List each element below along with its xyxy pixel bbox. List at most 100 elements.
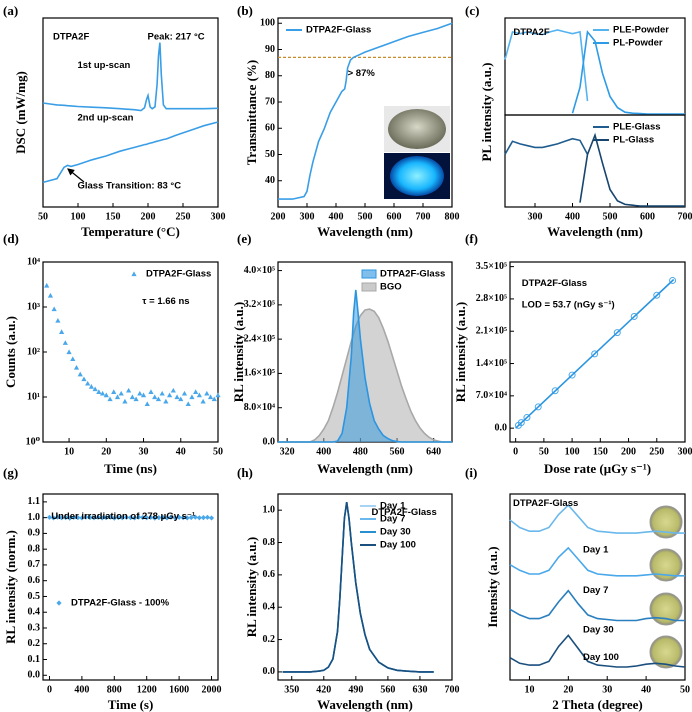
y-tick-label: 3.5×10⁵: [476, 261, 507, 272]
y-tick-label: 0.8: [28, 543, 41, 554]
marker: [144, 401, 150, 407]
marker: [59, 329, 65, 334]
x-tick-label: 200: [271, 211, 286, 222]
legend-label: DTPA2F-Glass: [380, 269, 445, 280]
marker: [188, 514, 194, 521]
marker: [613, 329, 621, 337]
y-tick-label: 0.7: [28, 559, 41, 570]
x-tick-label: 400: [74, 684, 89, 695]
y-tick-label: 2.1×10⁵: [476, 326, 507, 337]
legend-label: DTPA2F-Glass: [146, 269, 211, 280]
x-axis-label: Wavelength (nm): [547, 224, 643, 239]
x-axis-label: 2 Theta (degree): [552, 697, 643, 712]
line: [509, 589, 685, 622]
marker: [103, 392, 109, 398]
line: [282, 501, 434, 673]
x-tick-label: 0: [47, 684, 52, 695]
plot-frame: [42, 493, 219, 681]
line: [509, 504, 685, 534]
marker: [70, 356, 76, 362]
y-tick-label: 0.2: [28, 638, 41, 649]
legend-label: PL-Powder: [613, 38, 663, 49]
x-tick-label: 200: [141, 211, 156, 222]
x-tick-label: 300: [678, 446, 692, 457]
panel-label: (g): [3, 465, 18, 480]
marker: [181, 390, 188, 396]
x-tick-label: 100: [565, 446, 580, 457]
marker: [168, 514, 174, 520]
marker: [152, 515, 158, 521]
y-axis-label: RL intensity (norm.): [3, 530, 18, 644]
line: [579, 132, 685, 207]
marker: [669, 276, 677, 284]
annotation: Peak: 217 °C: [148, 31, 205, 42]
x-tick-label: 560: [380, 684, 395, 695]
marker: [51, 306, 57, 312]
y-tick-label: 1.0: [263, 504, 276, 515]
legend-swatch: [361, 269, 377, 279]
x-tick-label: 400: [565, 211, 580, 222]
y-tick-label: 50: [265, 149, 275, 160]
marker: [111, 515, 117, 521]
plot-frame: [277, 493, 453, 681]
x-axis-label: Wavelength (nm): [317, 697, 413, 712]
x-tick-label: 0: [513, 446, 518, 457]
marker: [103, 515, 109, 521]
marker: [156, 515, 162, 521]
area-outline: [278, 289, 452, 443]
y-tick-label: 0.0: [495, 422, 508, 433]
y-axis-label: Intensity (a.u.): [485, 546, 500, 627]
x-tick-label: 20: [563, 684, 573, 695]
y-tick-label: 4.0×10⁵: [244, 265, 275, 276]
x-tick-label: 50: [213, 446, 223, 457]
marker: [46, 514, 53, 520]
marker: [75, 515, 81, 521]
x-tick-label: 400: [329, 211, 344, 222]
marker: [140, 514, 146, 521]
marker: [185, 401, 191, 407]
y-tick-label: 0.4: [28, 607, 41, 618]
legend-label: PLE-Powder: [613, 25, 669, 36]
marker: [77, 371, 83, 377]
x-tick-label: 200: [621, 446, 636, 457]
x-tick-label: 600: [387, 211, 402, 222]
legend-label: Day 100: [380, 540, 416, 551]
marker: [534, 403, 542, 411]
marker: [122, 398, 128, 404]
marker: [107, 396, 113, 402]
marker: [55, 317, 61, 323]
marker: [207, 394, 214, 400]
y-tick-label: 0.9: [28, 528, 41, 539]
marker: [568, 371, 576, 379]
plot-frame: [504, 114, 686, 208]
x-axis-label: Time (ns): [104, 461, 157, 476]
annotation: Under irradiation of 278 μGy s⁻¹: [51, 511, 195, 522]
x-tick-label: 2000: [202, 684, 222, 695]
x-tick-label: 640: [426, 446, 441, 457]
y-tick-label: 1.0: [28, 512, 41, 523]
area-shade: [278, 289, 452, 442]
y-tick-label: 10⁰: [26, 436, 41, 447]
marker: [196, 392, 202, 398]
y-tick-label: 10⁴: [27, 256, 40, 267]
x-tick-label: 600: [640, 211, 655, 222]
marker: [148, 514, 154, 520]
marker: [174, 394, 180, 400]
marker: [96, 389, 102, 394]
x-tick-label: 320: [280, 446, 295, 457]
x-axis-label: Wavelength (nm): [317, 461, 413, 476]
y-tick-label: 0.1: [28, 654, 41, 665]
annotation: Day 100: [583, 652, 619, 663]
inset-photos: [384, 106, 450, 199]
y-tick-label: 2.4×10⁵: [244, 333, 275, 344]
marker: [517, 419, 525, 427]
marker: [66, 349, 72, 355]
x-tick-label: 800: [445, 211, 460, 222]
annotation: DTPA2F-Glass: [522, 278, 587, 289]
y-tick-label: 1.4×10⁵: [476, 358, 507, 369]
marker: [131, 515, 138, 521]
y-tick-label: 60: [265, 123, 275, 134]
panel-label: (a): [3, 3, 18, 18]
marker: [200, 515, 207, 521]
legend-label: PLE-Glass: [613, 122, 661, 133]
